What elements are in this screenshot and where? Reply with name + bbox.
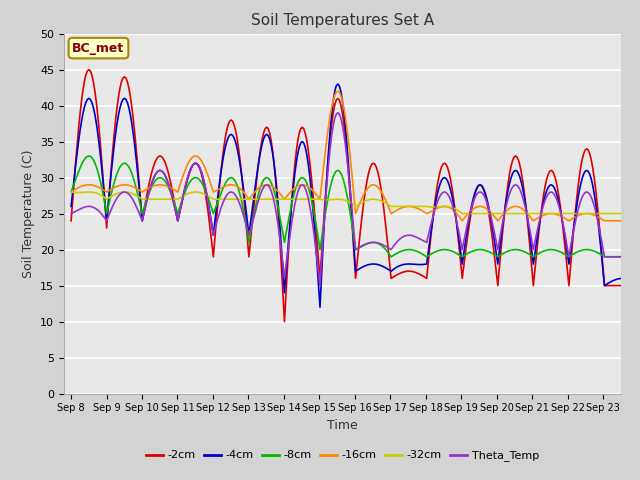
-2cm bbox=[633, 283, 640, 288]
-32cm bbox=[67, 189, 75, 195]
-8cm bbox=[360, 242, 368, 248]
X-axis label: Time: Time bbox=[327, 419, 358, 432]
-4cm bbox=[633, 281, 640, 287]
-8cm bbox=[85, 153, 93, 159]
-32cm bbox=[632, 211, 639, 216]
-16cm bbox=[360, 191, 368, 196]
-2cm bbox=[280, 319, 288, 324]
-16cm bbox=[458, 218, 466, 224]
-2cm bbox=[88, 72, 95, 78]
-4cm bbox=[67, 204, 75, 209]
-2cm bbox=[67, 218, 75, 224]
-16cm bbox=[633, 218, 640, 224]
-4cm bbox=[104, 202, 112, 208]
Theta_Temp bbox=[559, 221, 567, 227]
-2cm bbox=[475, 183, 483, 189]
-4cm bbox=[86, 96, 94, 102]
Theta_Temp bbox=[635, 254, 640, 260]
Line: -4cm: -4cm bbox=[71, 84, 639, 307]
Theta_Temp bbox=[86, 204, 94, 209]
Theta_Temp bbox=[67, 211, 75, 216]
-8cm bbox=[635, 254, 640, 260]
-8cm bbox=[88, 155, 95, 160]
-16cm bbox=[86, 182, 94, 188]
-2cm bbox=[362, 184, 370, 190]
-4cm bbox=[316, 304, 324, 310]
-4cm bbox=[475, 182, 483, 188]
Line: -8cm: -8cm bbox=[71, 156, 639, 257]
-8cm bbox=[67, 189, 75, 195]
-16cm bbox=[104, 188, 112, 194]
Line: -2cm: -2cm bbox=[71, 70, 639, 322]
-8cm bbox=[633, 254, 640, 260]
Theta_Temp bbox=[334, 110, 342, 116]
-4cm bbox=[334, 81, 342, 87]
-16cm bbox=[67, 189, 75, 195]
Theta_Temp bbox=[316, 283, 324, 288]
-8cm bbox=[387, 254, 395, 260]
-2cm bbox=[106, 186, 113, 192]
-2cm bbox=[559, 225, 567, 231]
-2cm bbox=[85, 67, 93, 72]
Line: -32cm: -32cm bbox=[71, 192, 639, 214]
Theta_Temp bbox=[475, 190, 483, 195]
-4cm bbox=[362, 263, 370, 268]
-32cm bbox=[473, 211, 481, 216]
-16cm bbox=[334, 88, 342, 94]
-4cm bbox=[635, 282, 640, 288]
Y-axis label: Soil Temperature (C): Soil Temperature (C) bbox=[22, 149, 35, 278]
Legend: -2cm, -4cm, -8cm, -16cm, -32cm, Theta_Temp: -2cm, -4cm, -8cm, -16cm, -32cm, Theta_Te… bbox=[141, 446, 543, 466]
-8cm bbox=[559, 251, 567, 256]
-32cm bbox=[359, 199, 367, 205]
-32cm bbox=[104, 195, 112, 201]
-8cm bbox=[106, 198, 113, 204]
-32cm bbox=[635, 211, 640, 216]
Text: BC_met: BC_met bbox=[72, 42, 125, 55]
-16cm bbox=[559, 214, 567, 220]
Line: Theta_Temp: Theta_Temp bbox=[71, 113, 639, 286]
-8cm bbox=[475, 247, 483, 252]
-16cm bbox=[635, 218, 640, 224]
-32cm bbox=[86, 189, 94, 195]
-32cm bbox=[557, 211, 565, 216]
Title: Soil Temperatures Set A: Soil Temperatures Set A bbox=[251, 13, 434, 28]
Theta_Temp bbox=[362, 241, 370, 247]
Theta_Temp bbox=[104, 214, 112, 220]
Line: -16cm: -16cm bbox=[71, 91, 639, 221]
-4cm bbox=[559, 221, 567, 227]
-32cm bbox=[458, 211, 466, 216]
Theta_Temp bbox=[633, 254, 640, 260]
-2cm bbox=[635, 283, 640, 288]
-16cm bbox=[475, 204, 483, 209]
